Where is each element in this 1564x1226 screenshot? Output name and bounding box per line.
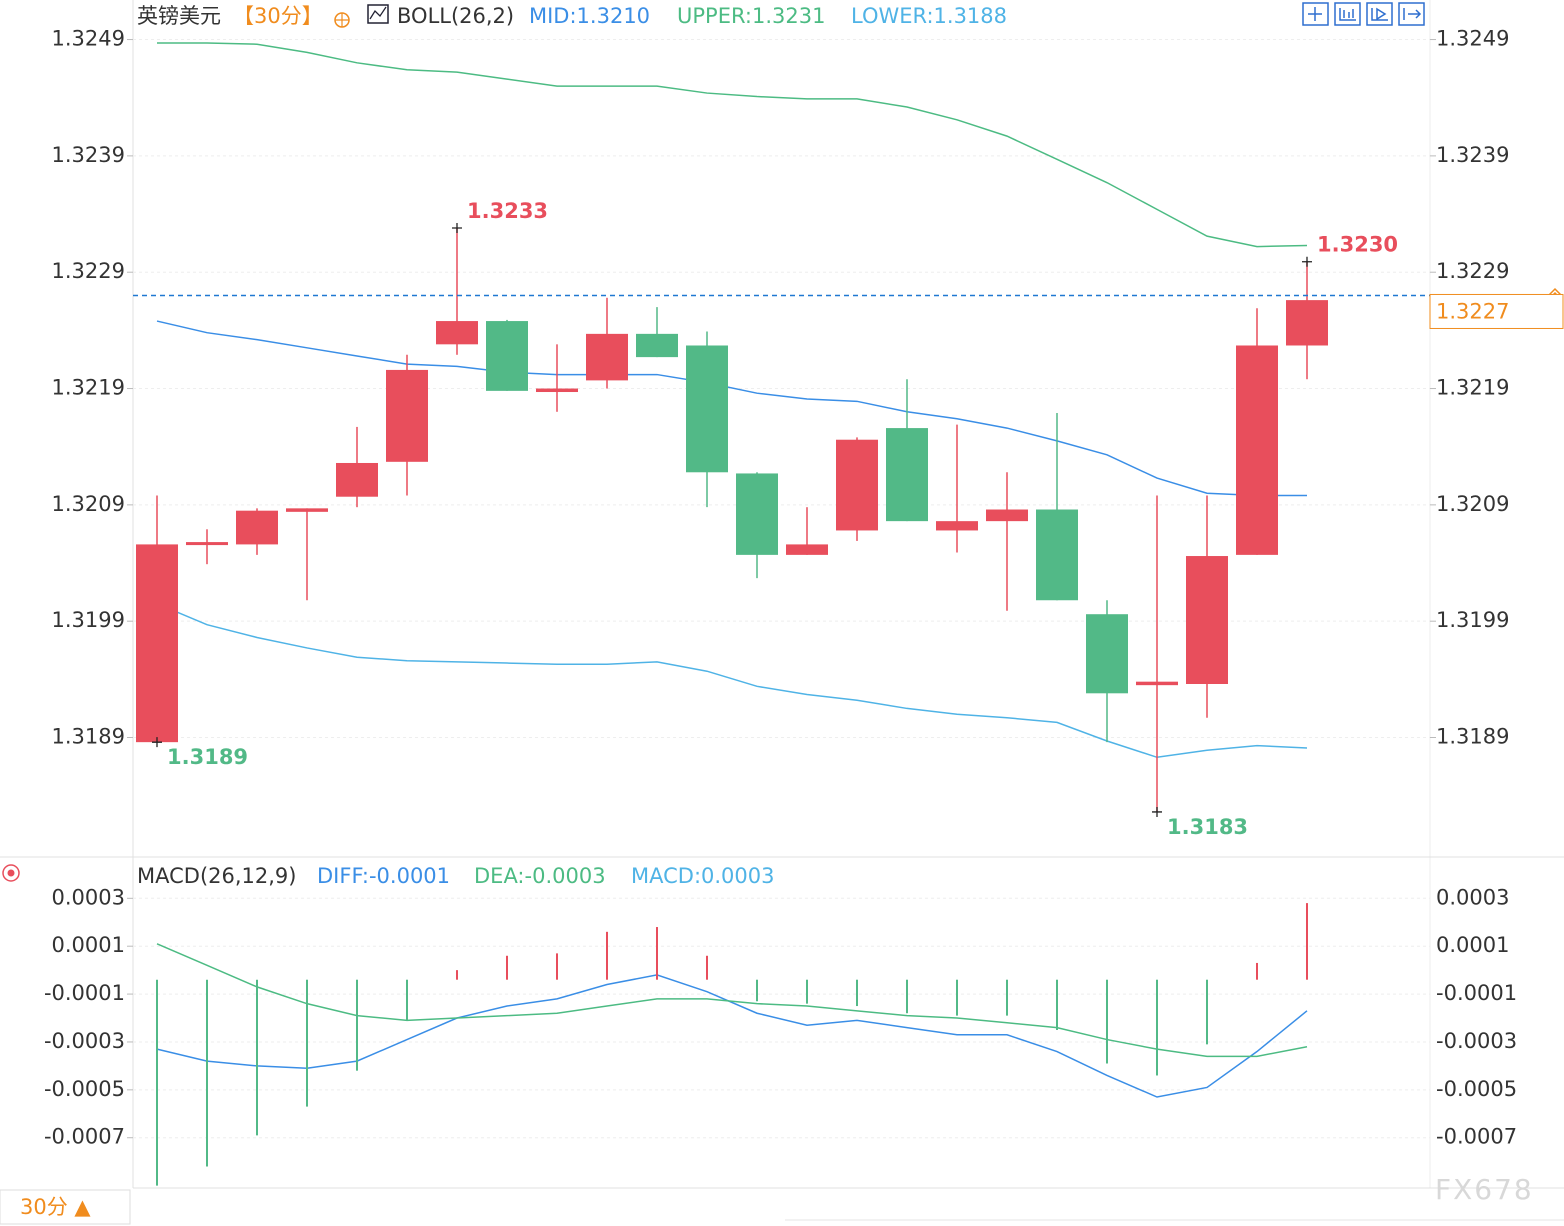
indicator-icon[interactable] — [367, 4, 389, 24]
legend-entry: DEA:-0.0003 — [474, 864, 606, 888]
extreme-marker — [1302, 256, 1312, 267]
y-tick-label: 0.0001 — [1436, 933, 1509, 957]
y-tick-label: 1.3189 — [1436, 725, 1509, 749]
candle-body — [586, 333, 628, 381]
candle-body — [1036, 509, 1078, 601]
macd-settings-icon[interactable] — [2, 864, 20, 882]
macd-line — [156, 943, 1308, 1058]
y-tick-label: 1.3239 — [1436, 143, 1509, 167]
watermark: FX678 — [1435, 1173, 1534, 1206]
tool-icon[interactable] — [1302, 2, 1329, 26]
tool-icon[interactable] — [1398, 2, 1425, 26]
candle-body — [436, 321, 478, 345]
candle-body — [886, 428, 928, 522]
y-tick-label: 1.3229 — [52, 259, 125, 283]
candle-body — [736, 473, 778, 555]
tool-icon[interactable] — [1334, 2, 1361, 26]
y-tick-label: 1.3219 — [1436, 376, 1509, 400]
y-tick-label: -0.0005 — [44, 1077, 125, 1101]
extreme-marker — [452, 223, 462, 233]
y-tick-label: 1.3229 — [1436, 259, 1509, 283]
toolbar — [1302, 2, 1425, 26]
candle-body — [686, 345, 728, 473]
candle-body — [1136, 681, 1178, 686]
legend-entry: DIFF:-0.0001 — [317, 864, 450, 888]
y-tick-label: 1.3209 — [1436, 492, 1509, 516]
y-tick-label: -0.0003 — [44, 1029, 125, 1053]
y-tick-label: 1.3249 — [52, 27, 125, 51]
candle-body — [486, 321, 528, 391]
period-button[interactable] — [0, 1189, 131, 1225]
y-tick-label: 0.0003 — [1436, 885, 1509, 909]
candle-body — [1186, 556, 1228, 684]
macd-settings-icon-dot — [7, 869, 15, 877]
candle-body — [1236, 345, 1278, 555]
y-tick-label: -0.0007 — [1436, 1125, 1517, 1149]
last-price-label: 1.3227 — [1436, 299, 1509, 323]
candle-body — [636, 333, 678, 358]
candle-body — [536, 388, 578, 393]
tool-icon-glyph — [1308, 7, 1322, 21]
indicator-icon-glyph — [369, 6, 387, 20]
y-tick-label: -0.0007 — [44, 1125, 125, 1149]
candle-body — [286, 508, 328, 512]
candle-body — [1086, 614, 1128, 694]
candle-body — [836, 439, 878, 531]
high-label: 1.3233 — [467, 199, 548, 223]
y-tick-label: -0.0003 — [1436, 1029, 1517, 1053]
bollinger-line — [157, 42, 1308, 248]
low-label: 1.3189 — [167, 745, 248, 769]
period-button-label: 30分 ▲ — [20, 1195, 91, 1219]
candle-body — [786, 544, 828, 555]
bollinger-line — [156, 320, 1307, 497]
y-tick-label: 1.3209 — [52, 492, 125, 516]
candle-body — [236, 510, 278, 545]
y-tick-label: -0.0001 — [44, 981, 125, 1005]
tool-icon-glyph — [1371, 7, 1388, 21]
candle-body — [136, 544, 178, 743]
last-price-box — [1429, 293, 1564, 329]
candle-body — [1286, 300, 1328, 346]
extreme-marker — [152, 737, 162, 748]
high-label: 1.3230 — [1317, 233, 1398, 257]
tool-icon-glyph — [1339, 8, 1356, 21]
period-label: 【30分】 — [233, 4, 323, 28]
y-tick-label: 1.3189 — [52, 725, 125, 749]
candle-body — [186, 542, 228, 546]
y-tick-label: -0.0001 — [1436, 981, 1517, 1005]
y-tick-label: 1.3199 — [1436, 608, 1509, 632]
candle-body — [336, 462, 378, 497]
candle-body — [936, 521, 978, 531]
macd-title: MACD(26,12,9) — [137, 864, 297, 888]
candle-body — [386, 369, 428, 462]
indicator-label: BOLL(26,2) — [397, 4, 514, 28]
chart-title: 英镑美元 — [137, 4, 221, 28]
legend-entry: LOWER:1.3188 — [851, 4, 1007, 28]
y-tick-label: 1.3199 — [52, 608, 125, 632]
y-tick-label: 1.3239 — [52, 143, 125, 167]
extreme-marker — [1152, 806, 1162, 817]
candle-body — [986, 509, 1028, 522]
low-label: 1.3183 — [1167, 815, 1248, 839]
tool-icon-glyph — [1403, 8, 1422, 20]
legend-entry: MACD:0.0003 — [631, 864, 775, 888]
y-tick-label: 1.3219 — [52, 376, 125, 400]
y-tick-label: 0.0001 — [52, 933, 125, 957]
legend-entry: UPPER:1.3231 — [677, 4, 825, 28]
bollinger-line — [156, 603, 1308, 759]
macd-line — [156, 974, 1308, 1098]
y-tick-label: -0.0005 — [1436, 1077, 1517, 1101]
add-icon-glyph — [335, 13, 349, 27]
y-tick-label: 1.3249 — [1436, 27, 1509, 51]
legend-entry: MID:1.3210 — [529, 4, 650, 28]
y-tick-label: 0.0003 — [52, 885, 125, 909]
tool-icon[interactable] — [1366, 2, 1393, 26]
